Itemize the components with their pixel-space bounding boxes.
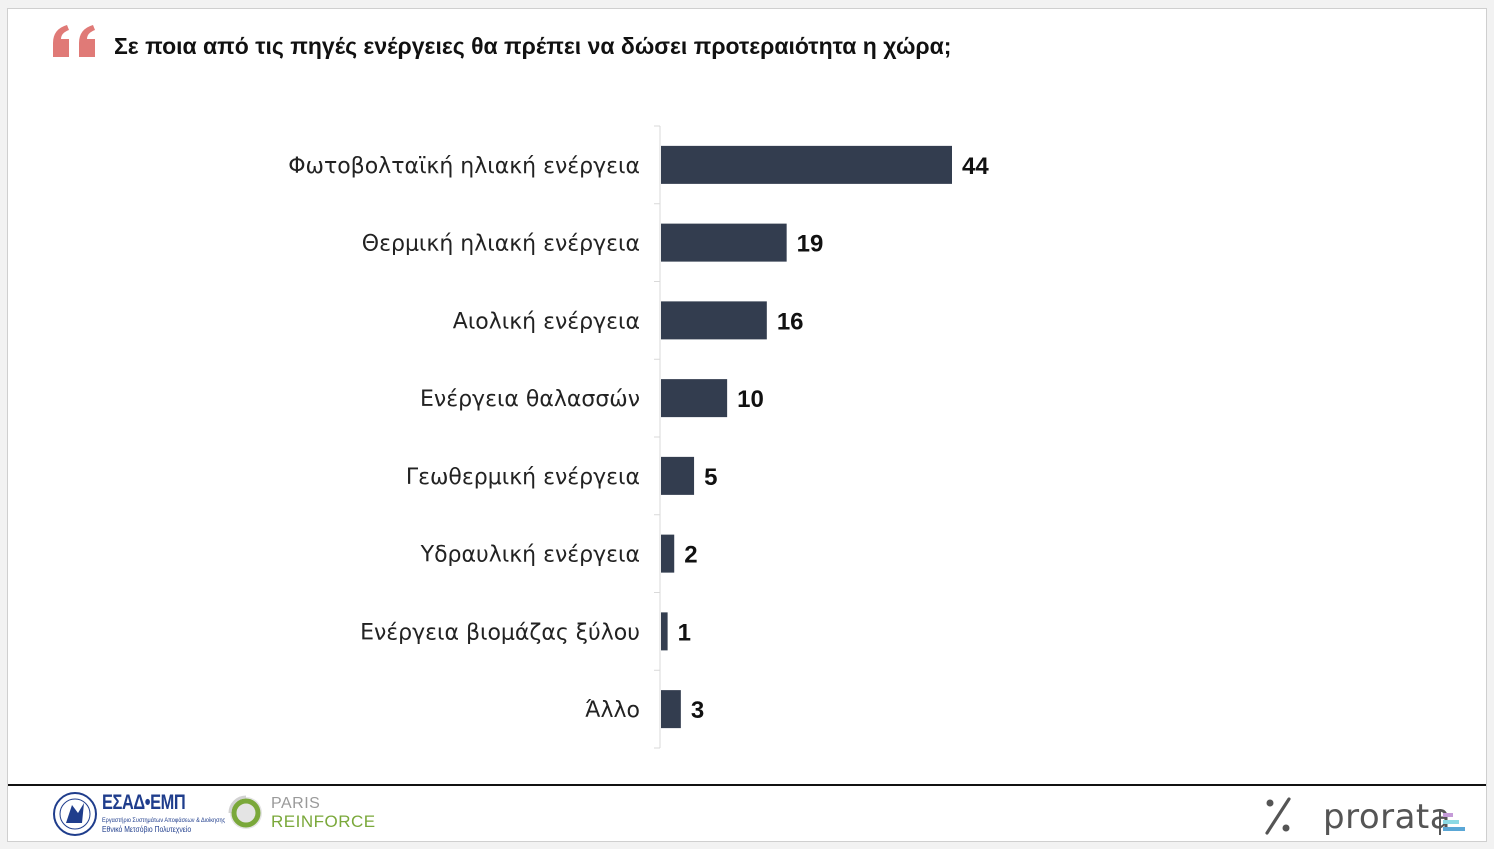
bar bbox=[661, 534, 675, 573]
bar bbox=[661, 612, 668, 651]
paris-reinforce-line-2: REINFORCE bbox=[271, 812, 376, 831]
category-label: Φωτοβολταϊκή ηλιακή ενέργεια bbox=[288, 154, 640, 179]
category-label: Θερμική ηλιακή ενέργεια bbox=[362, 232, 640, 257]
bar bbox=[661, 301, 767, 340]
data-label: 2 bbox=[684, 542, 697, 569]
paris-reinforce-mark-icon bbox=[228, 795, 262, 829]
data-label: 5 bbox=[704, 464, 717, 491]
prorata-bars-icon bbox=[1439, 809, 1465, 835]
data-label: 19 bbox=[797, 231, 824, 258]
prorata-wordmark: prorata bbox=[1323, 797, 1452, 837]
bar bbox=[661, 145, 952, 184]
paris-reinforce-line-1: PARIS bbox=[271, 795, 321, 812]
data-label: 3 bbox=[691, 697, 704, 724]
category-label: Άλλο bbox=[585, 698, 640, 723]
quote-mark-right bbox=[79, 25, 95, 57]
category-label: Ενέργεια θαλασσών bbox=[420, 387, 640, 412]
page-title: Σε ποια από τις πηγές ενέργειες θα πρέπε… bbox=[114, 33, 952, 59]
category-label: Αιολική ενέργεια bbox=[453, 309, 640, 334]
category-label: Υδραυλική ενέργεια bbox=[420, 543, 640, 568]
data-label: 10 bbox=[737, 386, 764, 413]
paris-reinforce-logo: PARIS REINFORCE bbox=[228, 793, 388, 837]
data-label: 16 bbox=[777, 308, 804, 335]
bar bbox=[661, 690, 681, 729]
data-label: 1 bbox=[678, 619, 691, 646]
bar-chart: Φωτοβολταϊκή ηλιακή ενέργεια 44 Θερμική ηλ… bbox=[288, 125, 989, 749]
slide: Σε ποια από τις πηγές ενέργειες θα πρέπε… bbox=[7, 8, 1487, 842]
percent-icon bbox=[1265, 797, 1291, 835]
emp-logo-subtitle-2: Εθνικό Μετσόβιο Πολυτεχνείο bbox=[102, 825, 192, 834]
prorata-logo: prorata bbox=[1263, 793, 1478, 841]
data-label: 44 bbox=[962, 153, 989, 180]
bar bbox=[661, 456, 695, 495]
bar bbox=[661, 223, 787, 262]
emp-logo: ΕΣΑΔ•ΕΜΠ Εργαστήριο Συστημάτων Αποφάσεων… bbox=[52, 791, 225, 839]
category-label: Ενέργεια βιομάζας ξύλου bbox=[360, 620, 640, 645]
quote-icon bbox=[53, 25, 95, 57]
category-label: Γεωθερμική ενέργεια bbox=[406, 465, 640, 490]
emp-logo-subtitle-1: Εργαστήριο Συστημάτων Αποφάσεων & Διοίκη… bbox=[102, 817, 226, 824]
emp-logo-name: ΕΣΑΔ•ΕΜΠ bbox=[102, 791, 186, 814]
emp-seal-icon bbox=[53, 792, 97, 836]
quote-mark-left bbox=[53, 25, 69, 57]
footer-divider bbox=[8, 784, 1486, 786]
bar bbox=[661, 379, 728, 418]
